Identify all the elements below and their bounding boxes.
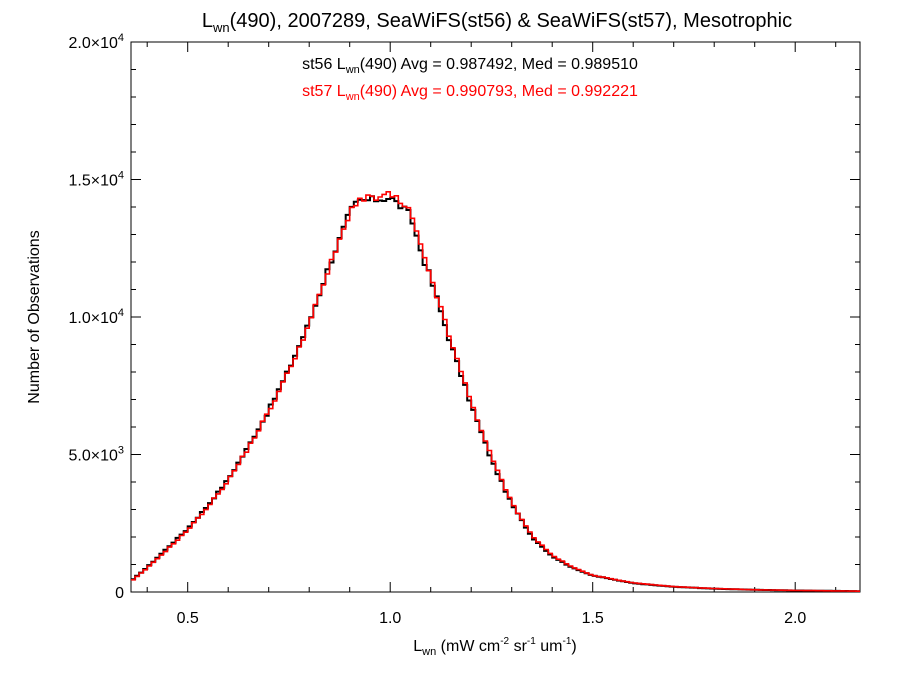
x-tick-labels: 0.5 1.0 1.5 2.0: [177, 610, 807, 627]
x-tick-label-0.5: 0.5: [177, 610, 199, 627]
y-tick-label-15000: 1.5×104: [68, 170, 124, 190]
y-tick-label-5000: 5.0×103: [68, 445, 124, 465]
x-axis-label: Lwn (mW cm-2 sr-1 um-1): [413, 636, 576, 658]
x-tick-label-1.5: 1.5: [582, 610, 604, 627]
x-tick-label-2.0: 2.0: [784, 610, 806, 627]
axis-ticks: [131, 41, 860, 593]
plot-frame: [130, 41, 861, 593]
x-tick-label-1.0: 1.0: [379, 610, 401, 627]
series-st56-histogram-line: [131, 195, 860, 593]
y-tick-label-20000: 2.0×104: [68, 32, 124, 52]
annotation-st56-stats: st56 Lwn(490) Avg = 0.987492, Med = 0.98…: [302, 56, 638, 76]
series-st57-histogram-line: [131, 191, 860, 592]
chart-title: Lwn(490), 2007289, SeaWiFS(st56) & SeaWi…: [202, 10, 792, 35]
y-tick-labels: 0 5.0×103 1.0×104 1.5×104 2.0×104: [68, 32, 124, 602]
annotation-st57-stats: st57 Lwn(490) Avg = 0.990793, Med = 0.99…: [302, 83, 638, 103]
y-axis-label: Number of Observations: [26, 230, 43, 403]
y-tick-label-0: 0: [115, 585, 124, 602]
y-tick-label-10000: 1.0×104: [68, 307, 124, 327]
